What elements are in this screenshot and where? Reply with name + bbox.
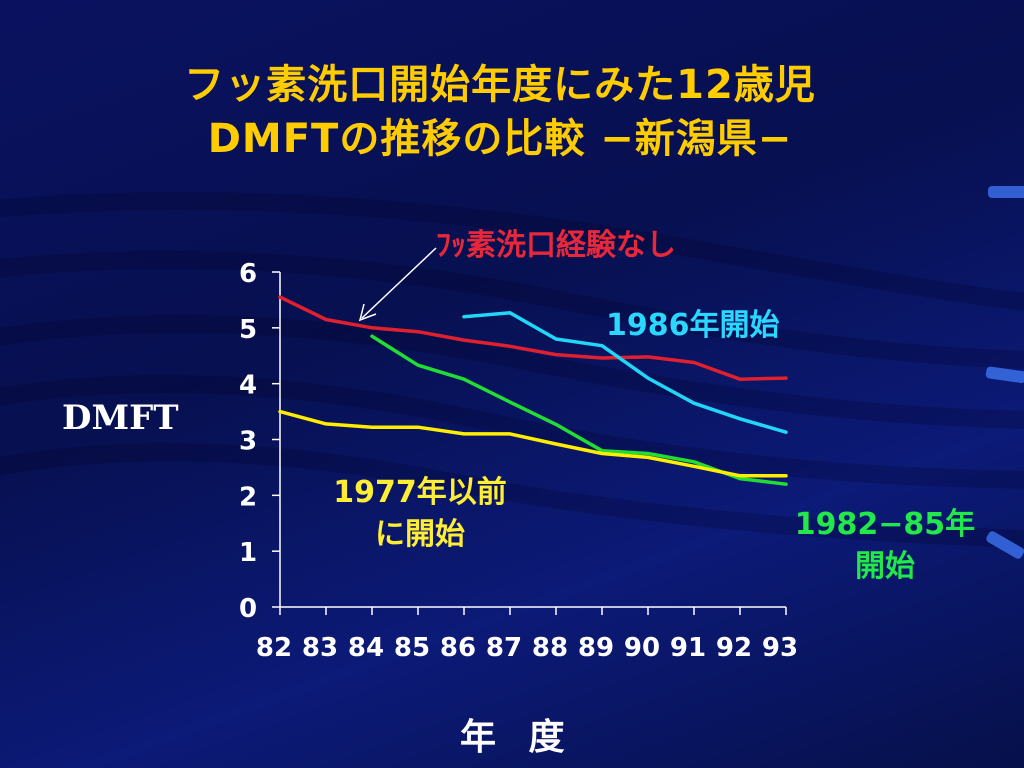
y-tick-label: 2	[239, 482, 257, 512]
x-tick-label: 85	[394, 633, 430, 663]
series-label-1982-line1: 1982−85年	[794, 507, 976, 542]
y-tick-label: 1	[239, 538, 257, 568]
x-tick-label: 92	[716, 633, 752, 663]
y-axis-label: DMFT	[62, 398, 179, 438]
series-label-1982: 1982−85年 開始	[780, 504, 990, 588]
chart-series	[278, 295, 788, 486]
series-label-no-fluoride: ﾌｯ素洗口経験なし	[436, 228, 676, 263]
chart-ticks: 0 1 2 3 4 5 6 82 83 84 85 86 87 88 89 90 91 92 93	[239, 259, 798, 663]
x-tick-label: 88	[532, 633, 568, 663]
series-label-1977-line2: に開始	[375, 517, 465, 552]
x-tick-label: 82	[256, 633, 292, 663]
series-line-1	[462, 311, 788, 434]
x-tick-label: 90	[624, 633, 660, 663]
y-tick-label: 5	[239, 315, 257, 345]
x-tick-label: 87	[486, 633, 522, 663]
x-tick-label: 93	[762, 633, 798, 663]
series-label-1986: 1986年開始	[606, 308, 780, 343]
series-label-1977: 1977年以前 に開始	[310, 472, 530, 556]
y-tick-label: 4	[239, 371, 257, 401]
x-axis-label: 年 度	[460, 717, 575, 758]
series-line-0	[278, 295, 788, 381]
series-label-1982-line2: 開始	[855, 549, 915, 584]
series-line-3	[278, 409, 788, 478]
x-tick-label: 91	[670, 633, 706, 663]
y-tick-label: 6	[239, 259, 257, 289]
y-tick-label: 0	[239, 594, 257, 624]
y-tick-label: 3	[239, 427, 257, 457]
x-tick-label: 83	[302, 633, 338, 663]
x-tick-label: 84	[348, 633, 384, 663]
series-line-2	[370, 334, 788, 486]
title-line-1: フッ素洗口開始年度にみた12歳児	[184, 62, 816, 108]
series-label-1977-line1: 1977年以前	[333, 475, 507, 510]
x-tick-label: 86	[440, 633, 476, 663]
title-line-2: DMFTの推移の比較 −新潟県−	[207, 116, 793, 162]
annotation-arrow	[358, 247, 437, 322]
slide-title: フッ素洗口開始年度にみた12歳児 DMFTの推移の比較 −新潟県−	[40, 58, 960, 166]
x-tick-label: 89	[578, 633, 614, 663]
